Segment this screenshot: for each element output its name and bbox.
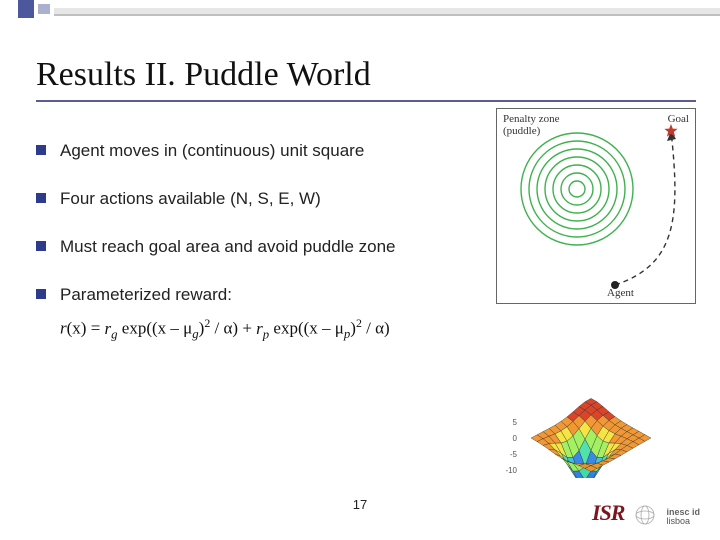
footer-logos: ISR inesc id lisboa: [592, 500, 700, 526]
bullet-text: Agent moves in (continuous) unit square: [60, 140, 364, 162]
reward-surface-chart: -15-10-505-0.500.5-0.500.5: [476, 318, 706, 478]
slide-top-accent: [0, 0, 720, 18]
inesc-id-logo: inesc id lisboa: [666, 508, 700, 526]
bullet-text: Must reach goal area and avoid puddle zo…: [60, 236, 396, 258]
bullet-list: Agent moves in (continuous) unit square …: [36, 140, 454, 342]
square-bullet-icon: [36, 289, 46, 299]
slide-title: Results II. Puddle World: [36, 56, 371, 94]
square-bullet-icon: [36, 241, 46, 251]
puddle-world-diagram: Penalty zone (puddle) Goal Agent: [496, 108, 696, 304]
agent-label: Agent: [607, 287, 634, 299]
square-bullet-icon: [36, 193, 46, 203]
svg-text:-5: -5: [510, 450, 518, 459]
reward-surface-svg: -15-10-505-0.500.5-0.500.5: [476, 318, 706, 478]
list-item: Parameterized reward:: [36, 284, 454, 306]
inesc-bottom-text: lisboa: [666, 516, 690, 526]
square-bullet-icon: [36, 145, 46, 155]
reward-formula: r(x) = rg exp((x – μg)2 / α) + rp exp((x…: [60, 316, 454, 342]
globe-icon: [634, 504, 656, 526]
accent-block-large: [18, 0, 34, 18]
puddle-world-svg: [497, 109, 697, 305]
isr-logo: ISR: [592, 500, 624, 526]
svg-text:0: 0: [513, 434, 518, 443]
title-underline: [36, 100, 696, 102]
bullet-text: Parameterized reward:: [60, 284, 232, 306]
list-item: Agent moves in (continuous) unit square: [36, 140, 454, 162]
penalty-zone-label: Penalty zone (puddle): [503, 113, 560, 137]
accent-stripe: [54, 8, 720, 16]
list-item: Four actions available (N, S, E, W): [36, 188, 454, 210]
list-item: Must reach goal area and avoid puddle zo…: [36, 236, 454, 258]
goal-label: Goal: [668, 113, 689, 125]
svg-text:-10: -10: [505, 466, 517, 475]
svg-text:5: 5: [513, 418, 518, 427]
bullet-text: Four actions available (N, S, E, W): [60, 188, 321, 210]
accent-block-small: [38, 4, 50, 14]
